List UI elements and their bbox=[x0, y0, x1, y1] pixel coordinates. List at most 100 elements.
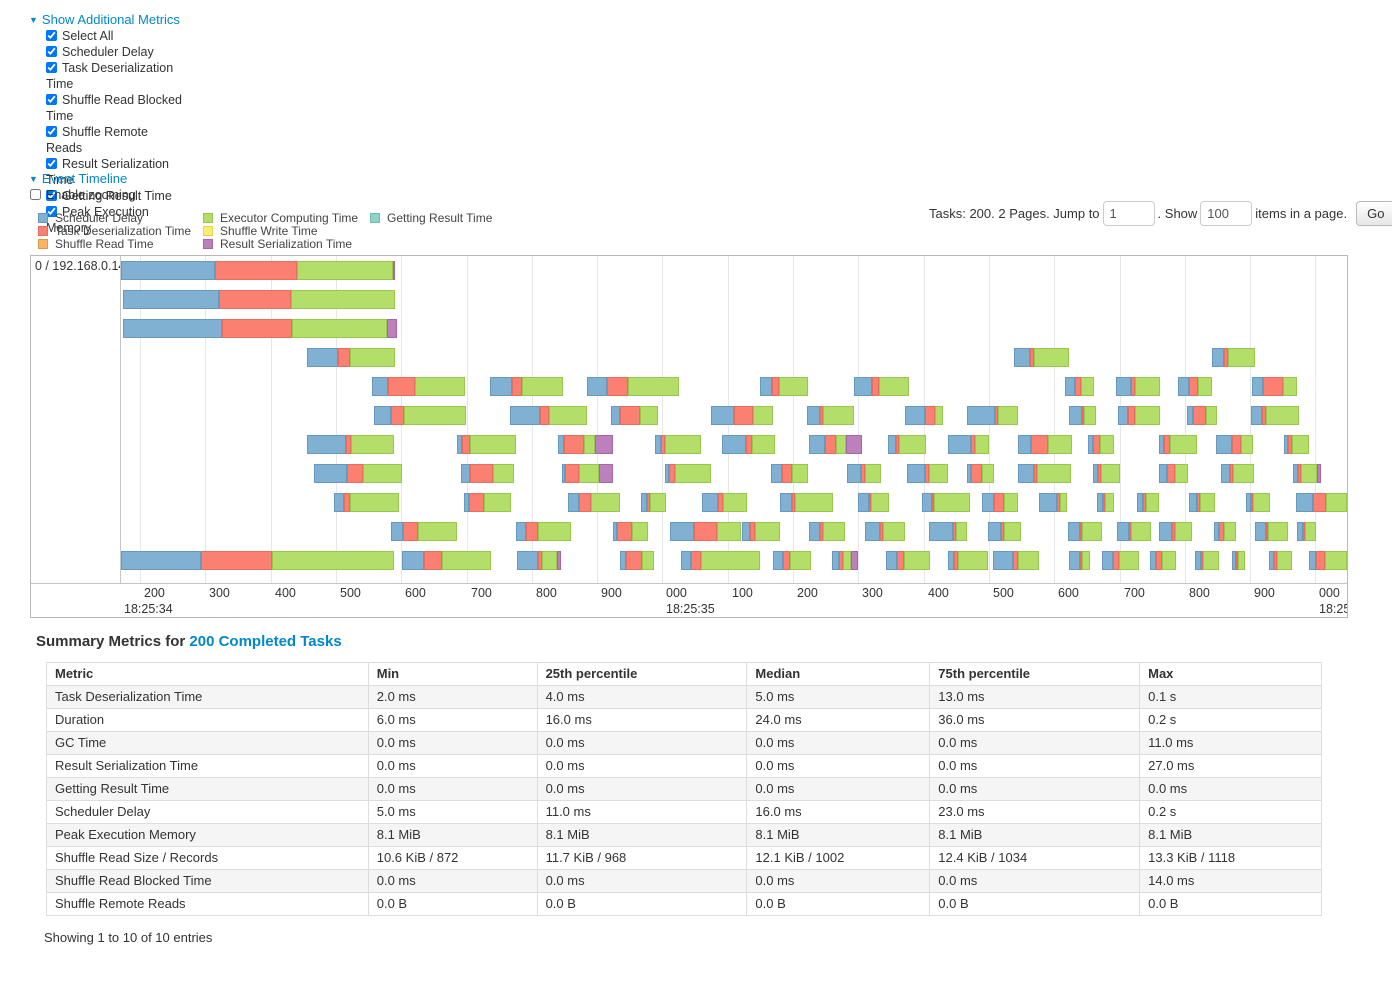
timeline-task-bar[interactable] bbox=[620, 551, 654, 570]
timeline-task-bar[interactable] bbox=[771, 464, 808, 483]
timeline-task-bar[interactable] bbox=[1018, 435, 1072, 454]
timeline-task-bar[interactable] bbox=[613, 522, 648, 541]
timeline-task-bar[interactable] bbox=[1309, 551, 1347, 570]
timeline-task-bar[interactable] bbox=[307, 348, 395, 367]
timeline-task-bar[interactable] bbox=[334, 493, 399, 512]
timeline-task-bar[interactable] bbox=[929, 522, 967, 541]
timeline-task-bar[interactable] bbox=[1296, 493, 1347, 512]
timeline-task-bar[interactable] bbox=[558, 435, 613, 454]
timeline-task-bar[interactable] bbox=[1102, 551, 1139, 570]
timeline-task-bar[interactable] bbox=[993, 551, 1039, 570]
timeline-task-bar[interactable] bbox=[665, 464, 711, 483]
timeline-task-bar[interactable] bbox=[1093, 464, 1120, 483]
timeline-task-bar[interactable] bbox=[1159, 464, 1188, 483]
timeline-task-bar[interactable] bbox=[948, 551, 988, 570]
timeline-task-bar[interactable] bbox=[1014, 348, 1069, 367]
timeline-task-bar[interactable] bbox=[374, 406, 466, 425]
timeline-task-bar[interactable] bbox=[854, 377, 909, 396]
timeline-task-bar[interactable] bbox=[967, 464, 994, 483]
timeline-task-bar[interactable] bbox=[402, 551, 491, 570]
jump-to-page-input[interactable] bbox=[1102, 201, 1155, 226]
timeline-task-bar[interactable] bbox=[562, 464, 613, 483]
timeline-task-bar[interactable] bbox=[1118, 406, 1160, 425]
metric-option-shuffle-remote-reads[interactable]: Shuffle Remote Reads bbox=[46, 124, 186, 156]
timeline-task-bar[interactable] bbox=[760, 377, 808, 396]
metric-checkbox-scheduler-delay[interactable] bbox=[46, 46, 57, 57]
timeline-task-bar[interactable] bbox=[1097, 493, 1114, 512]
timeline-task-bar[interactable] bbox=[121, 551, 394, 570]
timeline-task-bar[interactable] bbox=[780, 493, 833, 512]
timeline-task-bar[interactable] bbox=[807, 406, 854, 425]
metric-option-shuffle-read-blocked-time[interactable]: Shuffle Read Blocked Time bbox=[46, 92, 186, 124]
timeline-task-bar[interactable] bbox=[681, 551, 760, 570]
timeline-plot-area[interactable] bbox=[121, 256, 1348, 583]
metric-checkbox-shuffle-read-blocked-time[interactable] bbox=[46, 94, 57, 105]
timeline-task-bar[interactable] bbox=[982, 493, 1018, 512]
timeline-task-bar[interactable] bbox=[1137, 493, 1159, 512]
timeline-task-bar[interactable] bbox=[1065, 377, 1094, 396]
metric-option-peak-execution-memory[interactable]: Peak Execution Memory bbox=[46, 204, 186, 236]
enable-zooming-checkbox[interactable] bbox=[30, 189, 41, 200]
timeline-task-bar[interactable] bbox=[773, 551, 811, 570]
timeline-task-bar[interactable] bbox=[1117, 522, 1151, 541]
timeline-task-bar[interactable] bbox=[123, 290, 395, 309]
timeline-task-bar[interactable] bbox=[1018, 464, 1071, 483]
timeline-task-bar[interactable] bbox=[670, 522, 741, 541]
timeline-task-bar[interactable] bbox=[1293, 464, 1321, 483]
timeline-task-bar[interactable] bbox=[517, 551, 561, 570]
timeline-task-bar[interactable] bbox=[1178, 377, 1212, 396]
timeline-task-bar[interactable] bbox=[391, 522, 457, 541]
timeline-task-bar[interactable] bbox=[1212, 348, 1255, 367]
timeline-task-bar[interactable] bbox=[888, 435, 926, 454]
timeline-task-bar[interactable] bbox=[1297, 522, 1316, 541]
timeline-task-bar[interactable] bbox=[1088, 435, 1114, 454]
metric-option-result-serialization-time[interactable]: Result Serialization Time bbox=[46, 156, 186, 188]
timeline-task-bar[interactable] bbox=[1251, 406, 1299, 425]
timeline-task-bar[interactable] bbox=[1255, 522, 1288, 541]
timeline-task-bar[interactable] bbox=[711, 406, 773, 425]
timeline-task-bar[interactable] bbox=[1187, 406, 1217, 425]
timeline-task-bar[interactable] bbox=[1284, 435, 1309, 454]
timeline-task-bar[interactable] bbox=[832, 551, 858, 570]
timeline-task-bar[interactable] bbox=[1216, 435, 1253, 454]
timeline-task-bar[interactable] bbox=[1069, 551, 1090, 570]
timeline-task-bar[interactable] bbox=[655, 435, 701, 454]
timeline-task-bar[interactable] bbox=[1116, 377, 1160, 396]
timeline-task-bar[interactable] bbox=[461, 464, 514, 483]
timeline-task-bar[interactable] bbox=[905, 406, 943, 425]
timeline-task-bar[interactable] bbox=[307, 435, 394, 454]
timeline-task-bar[interactable] bbox=[1150, 551, 1176, 570]
timeline-task-bar[interactable] bbox=[123, 319, 397, 338]
timeline-task-bar[interactable] bbox=[510, 406, 587, 425]
timeline-task-bar[interactable] bbox=[742, 522, 780, 541]
timeline-task-bar[interactable] bbox=[568, 493, 620, 512]
timeline-task-bar[interactable] bbox=[587, 377, 679, 396]
items-per-page-input[interactable] bbox=[1200, 201, 1253, 226]
timeline-task-bar[interactable] bbox=[372, 377, 465, 396]
timeline-task-bar[interactable] bbox=[611, 406, 658, 425]
timeline-task-bar[interactable] bbox=[858, 493, 889, 512]
timeline-task-bar[interactable] bbox=[1159, 435, 1197, 454]
timeline-task-bar[interactable] bbox=[907, 464, 948, 483]
event-timeline-toggle[interactable]: ▼ Event Timeline bbox=[29, 171, 127, 186]
metric-checkbox-select-all[interactable] bbox=[46, 30, 57, 41]
timeline-task-bar[interactable] bbox=[490, 377, 563, 396]
timeline-task-bar[interactable] bbox=[1159, 522, 1192, 541]
timeline-task-bar[interactable] bbox=[1069, 406, 1096, 425]
timeline-task-bar[interactable] bbox=[641, 493, 666, 512]
timeline-task-bar[interactable] bbox=[809, 522, 845, 541]
timeline-task-bar[interactable] bbox=[702, 493, 747, 512]
metric-option-task-deserialization-time[interactable]: Task Deserialization Time bbox=[46, 60, 186, 92]
timeline-task-bar[interactable] bbox=[1221, 464, 1254, 483]
metric-checkbox-peak-execution-memory[interactable] bbox=[46, 206, 57, 217]
timeline-task-bar[interactable] bbox=[847, 464, 881, 483]
timeline-task-bar[interactable] bbox=[1269, 551, 1292, 570]
timeline-task-bar[interactable] bbox=[1252, 377, 1297, 396]
metric-checkbox-task-deserialization-time[interactable] bbox=[46, 62, 57, 73]
timeline-task-bar[interactable] bbox=[1232, 551, 1245, 570]
timeline-task-bar[interactable] bbox=[121, 261, 395, 280]
metric-option-scheduler-delay[interactable]: Scheduler Delay bbox=[46, 44, 186, 60]
timeline-task-bar[interactable] bbox=[809, 435, 862, 454]
metric-option-getting-result-time[interactable]: Getting Result Time bbox=[46, 188, 186, 204]
go-button[interactable]: Go bbox=[1356, 201, 1392, 226]
